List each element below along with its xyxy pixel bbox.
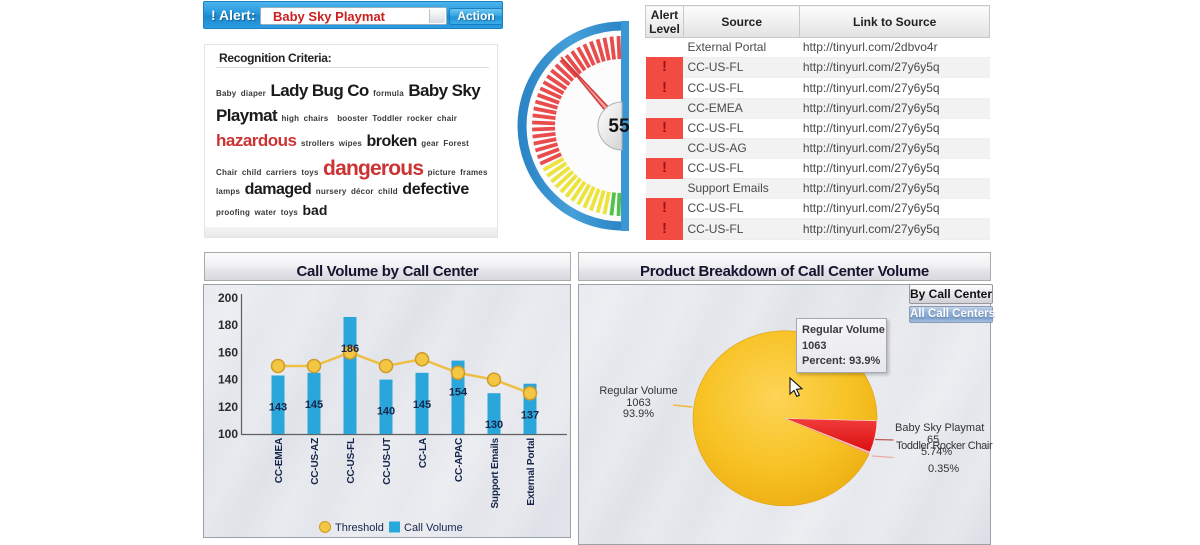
svg-text:100: 100 [218, 427, 238, 441]
svg-text:137: 137 [521, 410, 539, 422]
svg-text:160: 160 [218, 345, 238, 359]
svg-text:145: 145 [413, 399, 431, 411]
svg-text:55: 55 [608, 116, 630, 137]
svg-text:143: 143 [269, 402, 287, 414]
svg-text:CC-EMEA: CC-EMEA [274, 438, 285, 483]
svg-text:120: 120 [218, 400, 238, 414]
svg-text:CC-US-AZ: CC-US-AZ [310, 438, 321, 485]
svg-text:180: 180 [218, 318, 238, 332]
svg-text:200: 200 [218, 291, 238, 305]
svg-text:External Portal: External Portal [526, 438, 537, 506]
svg-text:CC-US-UT: CC-US-UT [382, 438, 393, 485]
svg-text:154: 154 [449, 387, 468, 399]
svg-text:186: 186 [341, 343, 359, 355]
svg-text:140: 140 [218, 373, 238, 387]
svg-text:Threshold: Threshold [335, 522, 384, 534]
svg-text:CC-US-FL: CC-US-FL [346, 438, 357, 484]
svg-text:140: 140 [377, 406, 395, 418]
svg-text:145: 145 [305, 399, 323, 411]
svg-text:Support Emails: Support Emails [490, 437, 501, 508]
svg-text:CC-APAC: CC-APAC [454, 438, 465, 482]
svg-text:Call Volume: Call Volume [404, 522, 463, 534]
svg-text:CC-LA: CC-LA [418, 438, 429, 468]
svg-text:130: 130 [485, 419, 503, 431]
